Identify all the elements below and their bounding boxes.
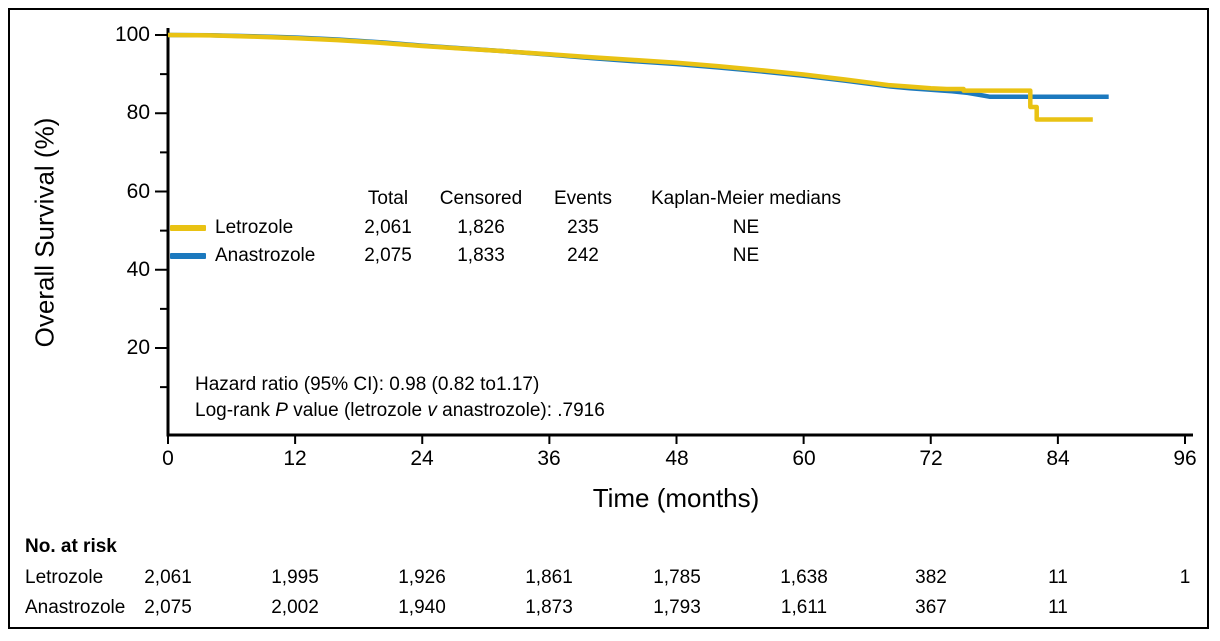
at-risk-value: 1,995	[271, 567, 319, 588]
legend-row-letrozole-name: Letrozole	[215, 217, 294, 238]
legend-header-total: Total	[367, 188, 409, 209]
legend-header-km-medians: Events	[553, 188, 613, 209]
legend-header-km-medians: Kaplan-Meier medians	[650, 188, 842, 209]
at-risk-value: 2,002	[271, 597, 319, 618]
x-tick-label: 36	[537, 447, 561, 470]
x-tick-label: 72	[919, 447, 943, 470]
y-tick-label: 20	[126, 336, 150, 359]
at-risk-value: 2,061	[144, 567, 192, 588]
at-risk-value: 2,075	[144, 597, 192, 618]
at-risk-value: 1,940	[398, 597, 446, 618]
x-tick-label: 48	[665, 447, 689, 470]
letrozole-curve	[167, 32, 1093, 122]
at-risk-value: 1,785	[653, 567, 701, 588]
letrozole-total: 2,061	[364, 217, 412, 238]
at-risk-anastrozole-label: Anastrozole	[25, 597, 126, 618]
y-tick-label: 80	[126, 101, 150, 124]
at-risk-value: 1,793	[653, 597, 701, 618]
anastrozole-events: 242	[567, 245, 599, 266]
x-axis-title: Time (months)	[592, 483, 760, 513]
letrozole-censored: 1,826	[457, 217, 505, 238]
x-tick-label: 96	[1173, 447, 1197, 470]
y-tick-label: 60	[126, 180, 150, 203]
y-axis-title: Overall Survival (%)	[29, 117, 60, 348]
y-tick-label: 40	[126, 258, 150, 281]
letrozole-events: 235	[567, 217, 599, 238]
letrozole-legend-swatch	[170, 225, 206, 231]
at-risk-value: 1,926	[398, 567, 446, 588]
anastrozole-legend-swatch	[170, 253, 206, 259]
logrank-text: Log-rank P value (letrozole v anastrozol…	[195, 400, 605, 421]
x-tick-label: 12	[283, 447, 307, 470]
at-risk-title: No. at risk	[25, 536, 117, 557]
anastrozole-km-median: NE	[732, 245, 760, 266]
at-risk-value: 1,638	[780, 567, 828, 588]
hazard-ratio-text: Hazard ratio (95% CI): 0.98 (0.82 to1.17…	[195, 374, 540, 395]
at-risk-value: 1	[1179, 567, 1191, 588]
y-tick-label: 100	[114, 23, 150, 46]
p-italic: P	[275, 400, 288, 421]
at-risk-value: 1,873	[525, 597, 573, 618]
x-tick-label: 0	[162, 447, 174, 470]
at-risk-value: 367	[915, 597, 947, 618]
anastrozole-curve	[167, 32, 1109, 100]
at-risk-value: 11	[1048, 597, 1068, 618]
anastrozole-censored: 1,833	[457, 245, 505, 266]
at-risk-value: 382	[915, 567, 947, 588]
x-tick-label: 84	[1046, 447, 1070, 470]
letrozole-km-median: NE	[732, 217, 760, 238]
at-risk-value: 1,861	[525, 567, 573, 588]
v-italic: v	[427, 400, 437, 421]
x-tick-label: 60	[792, 447, 816, 470]
at-risk-value: 1,611	[780, 597, 828, 618]
at-risk-letrozole-label: Letrozole	[25, 567, 104, 588]
anastrozole-total: 2,075	[364, 245, 412, 266]
legend-row-anastrozole-name: Anastrozole	[215, 245, 316, 266]
at-risk-value: 11	[1048, 567, 1068, 588]
x-tick-label: 24	[410, 447, 434, 470]
figure-border	[8, 8, 1209, 629]
legend-header-censored: Censored	[439, 188, 523, 209]
